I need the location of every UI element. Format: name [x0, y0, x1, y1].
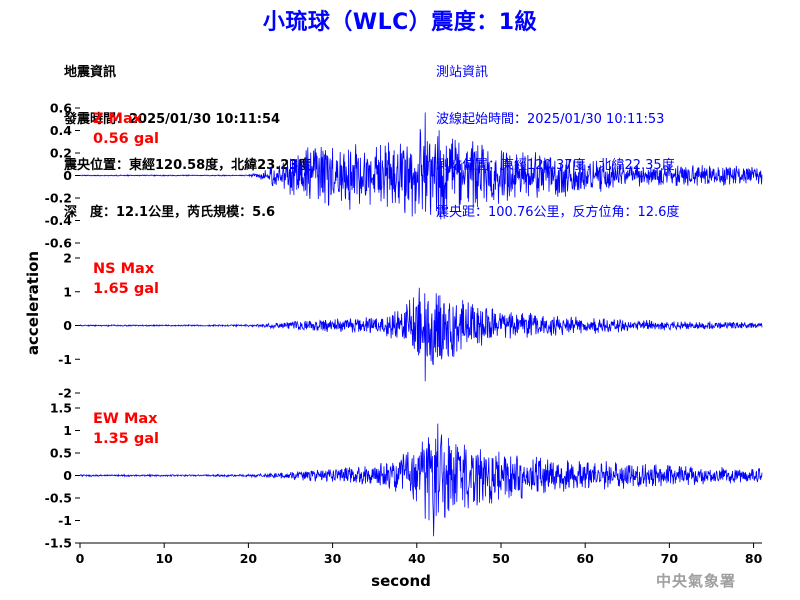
y-axis-title: acceleration	[24, 251, 42, 355]
x-tick-label: 50	[492, 551, 510, 566]
z-ytick-label: 0.4	[50, 123, 72, 138]
ns-ytick-label: 1	[63, 284, 72, 299]
origin-time: 發震時間：2025/01/30 10:11:54	[64, 111, 281, 127]
x-tick-label: 70	[661, 551, 679, 566]
z-ytick-label: 0	[63, 168, 72, 183]
x-tick-label: 30	[324, 551, 342, 566]
ns-max-value: 1.65 gal	[93, 281, 159, 297]
station-info-heading: 測站資訊	[436, 65, 489, 80]
x-tick-label: 0	[76, 551, 85, 566]
ew-ytick-label: -1	[58, 513, 72, 528]
ew-max-label: EW Max	[93, 411, 158, 427]
ns-ytick-label: 2	[63, 251, 72, 266]
ew-ytick-label: -1.5	[45, 536, 72, 551]
ew-ytick-label: 0	[63, 468, 72, 483]
quake-info-heading: 地震資訊	[64, 65, 117, 80]
page-title: 小琉球（WLC）震度：1級	[262, 10, 538, 35]
z-ytick-label: 0.6	[50, 101, 72, 116]
x-tick-label: 40	[408, 551, 426, 566]
z-max-label: Z Max	[93, 111, 143, 127]
waveform-start-time: 波線起始時間：2025/01/30 10:11:53	[436, 111, 665, 127]
ew-ytick-label: 1	[63, 423, 72, 438]
z-ytick-label: 0.2	[50, 146, 72, 161]
agency-credit: 中央氣象署	[656, 572, 737, 590]
ns-ytick-label: 0	[63, 318, 72, 333]
z-waveform	[79, 112, 763, 220]
ew-ytick-label: -0.5	[45, 491, 72, 506]
ns-ytick-label: -1	[58, 352, 72, 367]
ew-ytick-label: 1.5	[50, 401, 72, 416]
ns-waveform	[79, 287, 763, 382]
x-tick-label: 80	[745, 551, 763, 566]
x-tick-label: 20	[240, 551, 258, 566]
x-axis-title: second	[371, 572, 431, 590]
z-ytick-label: -0.2	[45, 191, 72, 206]
ns-ytick-label: -2	[58, 386, 72, 401]
x-tick-label: 10	[155, 551, 173, 566]
ew-waveform	[79, 423, 763, 537]
z-ytick-label: -0.4	[45, 213, 73, 228]
z-ytick-label: -0.6	[45, 236, 73, 251]
depth-magnitude: 深 度：12.1公里，芮氏規模：5.6	[64, 204, 276, 220]
ew-max-value: 1.35 gal	[93, 431, 159, 447]
z-max-value: 0.56 gal	[93, 131, 159, 147]
x-tick-label: 60	[576, 551, 594, 566]
ew-ytick-label: 0.5	[50, 446, 72, 461]
quake-info-block: 地震資訊 發震時間：2025/01/30 10:11:54 震央位置：東經120…	[64, 34, 311, 236]
epicenter-location: 震央位置：東經120.58度，北緯23.23度	[64, 158, 312, 173]
epicentral-distance: 震央距：100.76公里，反方位角：12.6度	[436, 204, 680, 220]
ns-max-label: NS Max	[93, 261, 155, 277]
